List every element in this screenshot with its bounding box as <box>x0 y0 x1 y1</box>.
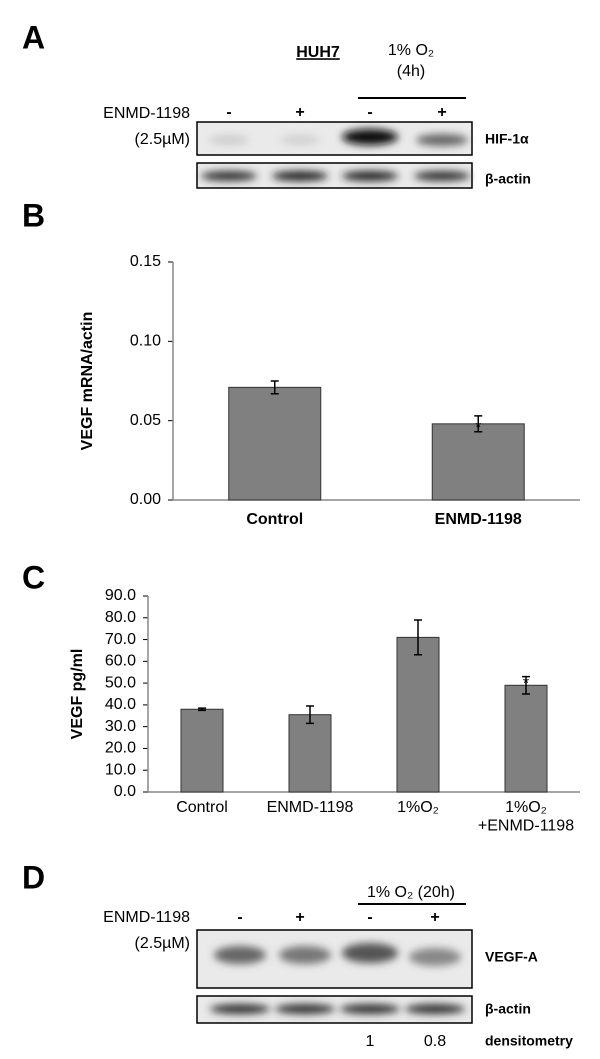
sign: - <box>237 909 242 926</box>
bands <box>210 1004 465 1014</box>
sign: - <box>367 909 372 926</box>
condition: 1% O₂ (20h) <box>367 884 455 901</box>
treatment: ENMD-1198 <box>103 909 190 926</box>
row-label: VEGF-A <box>485 949 538 965</box>
bands <box>209 129 468 146</box>
panel-label: A <box>22 19 45 55</box>
condition: 1% O₂ <box>388 42 434 59</box>
annotation: * <box>523 676 529 693</box>
condition: (4h) <box>397 63 425 80</box>
annotation: * <box>475 419 481 436</box>
y-tick-label: 0.00 <box>130 491 161 508</box>
panel-label: B <box>22 197 45 233</box>
treatment: (2.5µM) <box>135 935 190 952</box>
bar <box>396 636 440 793</box>
error-bar <box>414 619 422 656</box>
y-tick-label: 60.0 <box>105 653 136 670</box>
row-label: β-actin <box>485 1001 531 1017</box>
y-axis-label: VEGF mRNA/actin <box>79 312 96 451</box>
y-tick-label: 0.0 <box>114 783 136 800</box>
x-tick-label: Control <box>176 799 228 816</box>
bar <box>431 423 525 501</box>
error-bar <box>270 380 279 395</box>
sign: - <box>226 104 231 121</box>
error-bar <box>306 705 314 725</box>
x-tick-label: ENMD-1198 <box>435 511 522 528</box>
y-tick-label: 40.0 <box>105 696 136 713</box>
treatment: (2.5µM) <box>135 131 190 148</box>
sign: + <box>295 909 304 926</box>
error-bar <box>522 675 530 695</box>
error-bar <box>474 415 483 433</box>
densitometry-value: 1 <box>366 1033 375 1050</box>
bar <box>504 684 548 793</box>
row-label: β-actin <box>485 171 531 187</box>
x-tick-label: 1%O₂ <box>397 799 439 816</box>
y-tick-label: 30.0 <box>105 718 136 735</box>
sign: + <box>430 909 439 926</box>
x-tick-label: Control <box>246 511 303 528</box>
y-tick-label: 0.10 <box>130 333 161 350</box>
x-tick-label: ENMD-1198 <box>267 799 354 816</box>
cell-line: HUH7 <box>296 44 340 61</box>
y-axis-label: VEGF pg/ml <box>69 649 86 740</box>
y-tick-label: 0.05 <box>130 412 161 429</box>
sign: + <box>295 104 304 121</box>
densitometry-value: 0.8 <box>424 1033 446 1050</box>
row-label: HIF-1α <box>485 131 529 147</box>
y-tick-label: 10.0 <box>105 761 136 778</box>
bands <box>201 171 470 181</box>
bar <box>228 386 322 501</box>
y-tick-label: 20.0 <box>105 740 136 757</box>
y-tick-label: 80.0 <box>105 609 136 626</box>
densitometry-label: densitometry <box>485 1033 573 1049</box>
y-tick-label: 0.15 <box>130 253 161 270</box>
sign: + <box>437 104 446 121</box>
sign: - <box>367 104 372 121</box>
panel-label: C <box>22 559 45 595</box>
error-bar <box>198 707 206 712</box>
x-tick-label: 1%O₂ +ENMD-1198 <box>478 799 574 834</box>
bands <box>214 943 461 966</box>
y-tick-label: 90.0 <box>105 587 136 604</box>
panel-label: D <box>22 859 45 895</box>
bar <box>288 714 332 793</box>
y-tick-label: 50.0 <box>105 674 136 691</box>
y-tick-label: 70.0 <box>105 631 136 648</box>
bar <box>180 708 224 793</box>
treatment: ENMD-1198 <box>103 105 190 122</box>
